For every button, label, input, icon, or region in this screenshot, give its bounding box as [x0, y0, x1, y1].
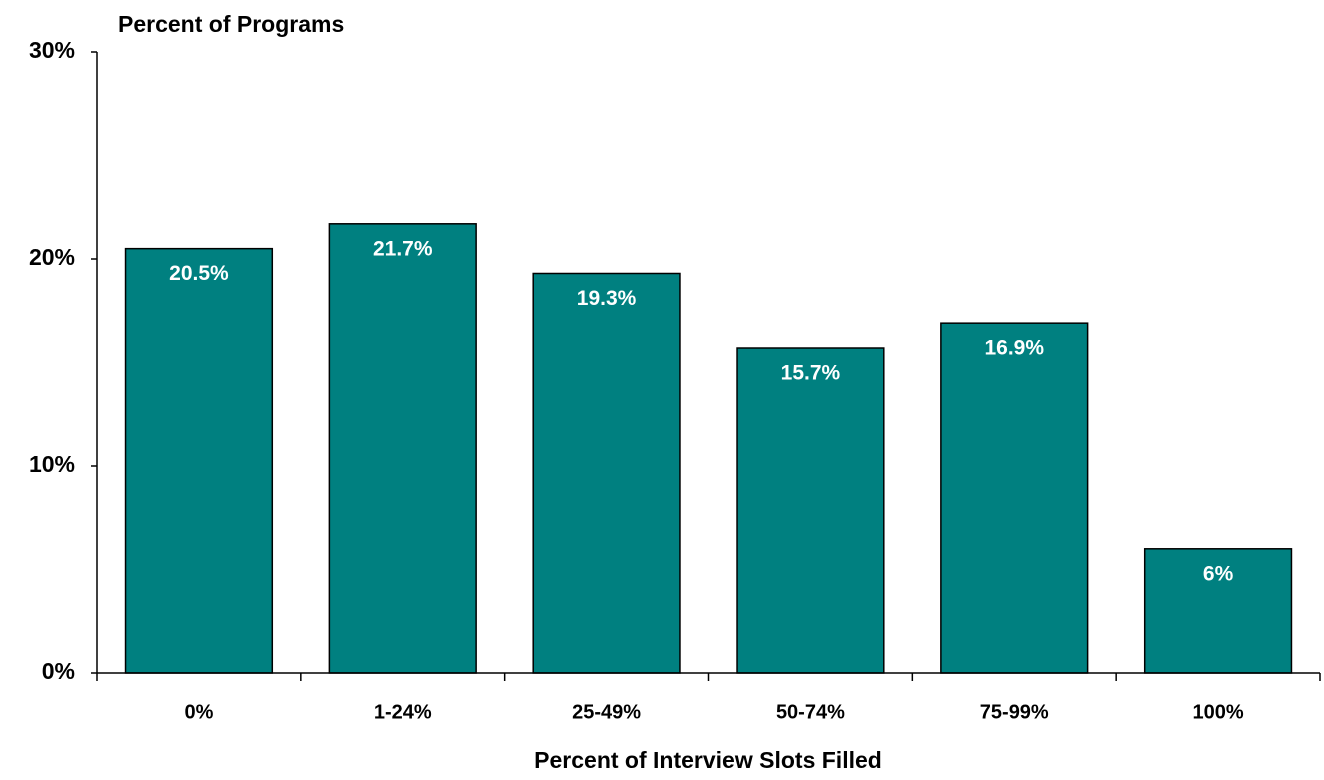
x-tick-label: 100%	[1193, 701, 1244, 723]
bar	[736, 347, 885, 674]
data-label: 16.9%	[984, 337, 1044, 360]
bar	[1143, 548, 1293, 674]
y-axis-label: Percent of Programs	[118, 11, 344, 37]
bar	[124, 247, 274, 674]
y-tick-label: 30%	[29, 37, 75, 63]
data-label: 6%	[1203, 562, 1234, 585]
bar	[532, 272, 681, 674]
data-label: 19.3%	[577, 287, 637, 310]
x-tick-label: 50-74%	[776, 701, 845, 723]
data-label: 21.7%	[373, 237, 433, 260]
x-tick-label: 25-49%	[572, 701, 641, 723]
x-tick-label: 75-99%	[980, 701, 1049, 723]
y-tick-label: 0%	[42, 658, 75, 684]
y-tick-label: 10%	[29, 451, 75, 477]
data-label: 20.5%	[169, 262, 229, 285]
x-tick-label: 1-24%	[374, 701, 432, 723]
data-label: 15.7%	[781, 362, 841, 385]
bar	[940, 322, 1089, 674]
x-axis-label: Percent of Interview Slots Filled	[534, 747, 882, 773]
x-tick-label: 0%	[184, 701, 213, 723]
y-tick-label: 20%	[29, 244, 75, 270]
bar	[328, 223, 477, 674]
